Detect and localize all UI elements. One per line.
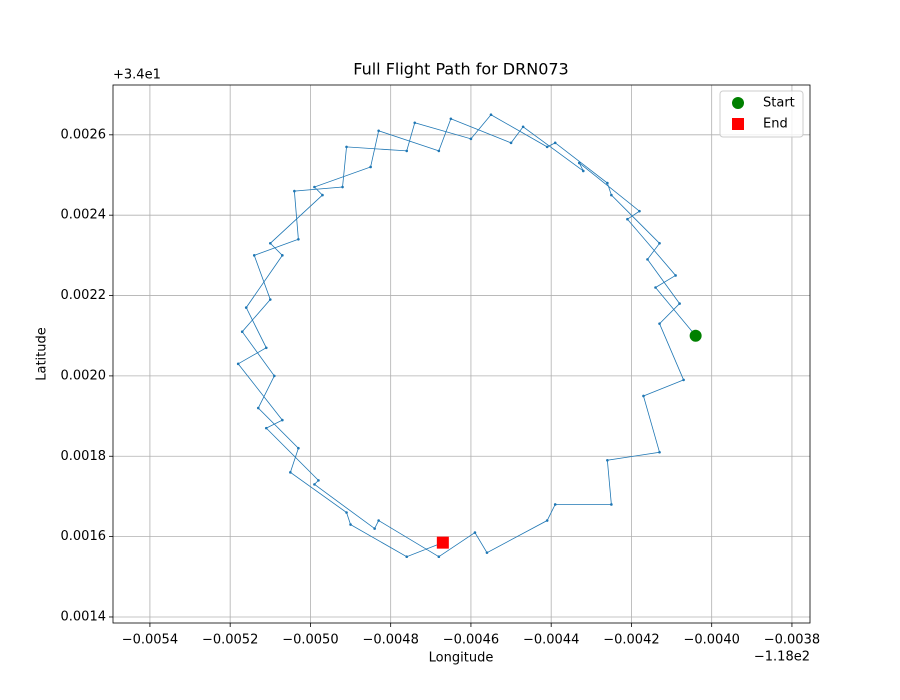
- x-tick-label: −0.0044: [523, 633, 579, 648]
- path-point: [240, 330, 244, 334]
- path-point: [553, 141, 557, 145]
- path-point: [626, 217, 629, 221]
- y-offset-label: +3.4e1: [113, 68, 161, 83]
- path-point: [268, 298, 272, 301]
- path-point: [297, 446, 300, 450]
- chart-title: Full Flight Path for DRN073: [353, 60, 568, 79]
- path-point: [264, 426, 268, 430]
- y-tick-label: 0.0016: [61, 529, 107, 544]
- path-point: [313, 483, 316, 486]
- path-point: [658, 322, 661, 325]
- path-point: [545, 145, 549, 149]
- path-point: [638, 209, 641, 213]
- path-point: [369, 165, 372, 169]
- path-point: [606, 458, 609, 462]
- path-point: [577, 161, 581, 165]
- path-point: [405, 555, 409, 559]
- y-tick-label: 0.0014: [61, 609, 107, 624]
- path-point: [658, 450, 661, 454]
- legend: Start End: [719, 90, 804, 138]
- legend-end-marker: [732, 118, 744, 130]
- path-point: [268, 242, 272, 245]
- path-point: [345, 145, 348, 149]
- end-marker: [436, 536, 449, 549]
- path-point: [545, 519, 549, 522]
- path-point: [281, 418, 284, 422]
- legend-label: Start: [763, 96, 795, 111]
- grid-layer: [113, 85, 810, 623]
- path-point: [646, 258, 649, 261]
- path-point: [377, 519, 380, 522]
- path-point: [377, 129, 380, 133]
- y-tick-label: 0.0020: [61, 368, 107, 383]
- x-tick-label: −0.0046: [443, 633, 499, 648]
- path-point: [521, 125, 525, 129]
- path-point: [449, 117, 453, 121]
- y-tick-label: 0.0026: [61, 127, 107, 142]
- x-tick-label: −0.0052: [202, 633, 258, 648]
- path-point: [553, 503, 557, 506]
- path-point: [345, 511, 348, 514]
- path-point: [610, 503, 613, 506]
- path-point: [244, 306, 248, 309]
- path-point: [341, 185, 344, 189]
- path-point: [658, 242, 661, 245]
- path-point: [252, 254, 256, 257]
- x-tick-label: −0.0054: [122, 633, 178, 648]
- path-point: [256, 406, 260, 410]
- path-point: [413, 121, 417, 125]
- path-point: [437, 149, 441, 153]
- path-point: [485, 551, 489, 554]
- path-point: [674, 274, 677, 277]
- path-point: [405, 149, 409, 153]
- y-axis-label: Latitude: [35, 327, 50, 381]
- path-point: [469, 137, 473, 141]
- path-point: [313, 185, 316, 189]
- path-point: [682, 378, 685, 382]
- path-point: [581, 169, 585, 173]
- legend-label: End: [763, 117, 788, 132]
- path-point: [321, 193, 324, 197]
- x-tick-label: −0.0048: [362, 633, 418, 648]
- x-axis-label: Longitude: [429, 651, 494, 666]
- path-point: [489, 113, 493, 117]
- path-point: [610, 193, 613, 197]
- y-tick-label: 0.0018: [61, 449, 107, 464]
- path-point: [606, 181, 609, 185]
- path-point: [437, 555, 441, 559]
- path-point: [293, 189, 296, 193]
- path-point: [264, 346, 268, 350]
- x-tick-label: −0.0040: [683, 633, 739, 648]
- path-point: [317, 479, 320, 482]
- path-point: [473, 531, 477, 534]
- path-point: [654, 286, 657, 289]
- path-point: [273, 374, 276, 378]
- x-tick-label: −0.0038: [764, 633, 820, 648]
- x-offset-label: −1.18e2: [754, 650, 810, 665]
- path-point: [236, 362, 240, 366]
- axes-frame: [112, 84, 811, 624]
- path-point: [373, 527, 376, 530]
- y-tick-label: 0.0022: [61, 288, 107, 303]
- start-marker: [689, 329, 702, 342]
- x-tick-label: −0.0042: [603, 633, 659, 648]
- plot-layer: [236, 113, 702, 559]
- path-point: [297, 237, 300, 241]
- path-point: [349, 523, 352, 526]
- path-point: [281, 254, 284, 257]
- path-point: [509, 141, 513, 145]
- path-point: [642, 394, 645, 398]
- path-point: [289, 471, 292, 474]
- legend-start-marker: [732, 97, 744, 109]
- y-tick-label: 0.0024: [61, 208, 107, 223]
- path-point: [678, 302, 681, 305]
- x-tick-label: −0.0050: [282, 633, 338, 648]
